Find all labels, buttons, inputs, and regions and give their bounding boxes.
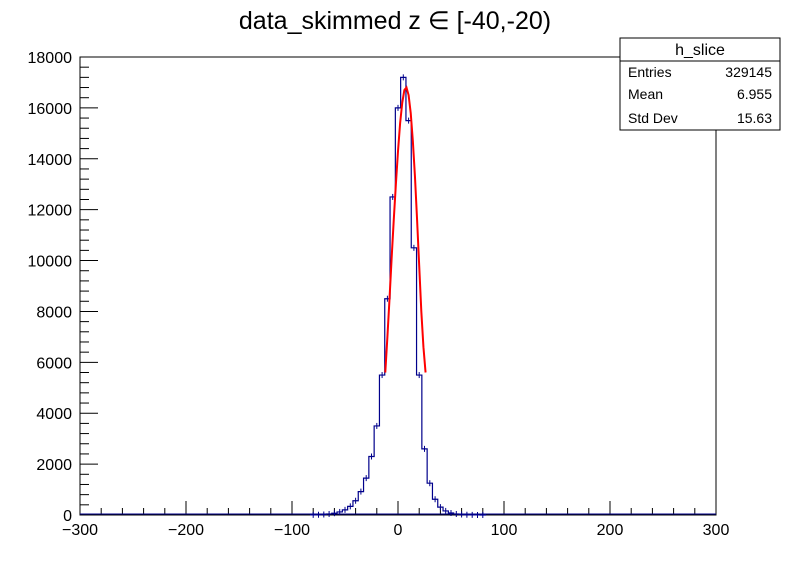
x-tick-label: −200	[168, 522, 204, 539]
y-tick-label: 10000	[28, 254, 73, 271]
x-tick-label: 0	[394, 522, 403, 539]
stats-box-title: h_slice	[675, 42, 725, 59]
stats-row-label: Std Dev	[628, 110, 678, 126]
y-tick-label: 0	[63, 508, 72, 525]
y-tick-label: 6000	[36, 355, 72, 372]
y-tick-label: 4000	[36, 406, 72, 423]
y-tick-label: 14000	[28, 152, 73, 169]
y-tick-label: 8000	[36, 304, 72, 321]
stats-row-value: 6.955	[737, 86, 772, 102]
x-tick-label: −300	[62, 522, 98, 539]
x-tick-label: −100	[274, 522, 310, 539]
x-tick-label: 300	[703, 522, 730, 539]
x-tick-label: 100	[491, 522, 518, 539]
stats-row-value: 15.63	[737, 110, 772, 126]
y-axis: 0 2000 4000 6000 8000 10000 12000 14000 16000 180…	[28, 50, 98, 525]
chart-title: data_skimmed z ∈ [-40,-20)	[239, 7, 551, 35]
stats-box-frame	[619, 37, 781, 131]
y-tick-label: 12000	[28, 203, 73, 220]
stats-row-label: Entries	[628, 64, 672, 80]
series-layer	[80, 74, 716, 518]
stats-row-label: Mean	[628, 86, 663, 102]
x-tick-label: 200	[597, 522, 624, 539]
stats-box: h_slice Entries 329145 Mean 6.955 Std De…	[619, 37, 781, 131]
y-tick-label: 2000	[36, 457, 72, 474]
x-axis: −300 −200 −100 0 100 200 300	[62, 501, 729, 539]
y-tick-label: 18000	[28, 50, 73, 67]
stats-row-value: 329145	[725, 64, 772, 80]
y-tick-label: 16000	[28, 101, 73, 118]
fit-curve	[384, 85, 427, 373]
